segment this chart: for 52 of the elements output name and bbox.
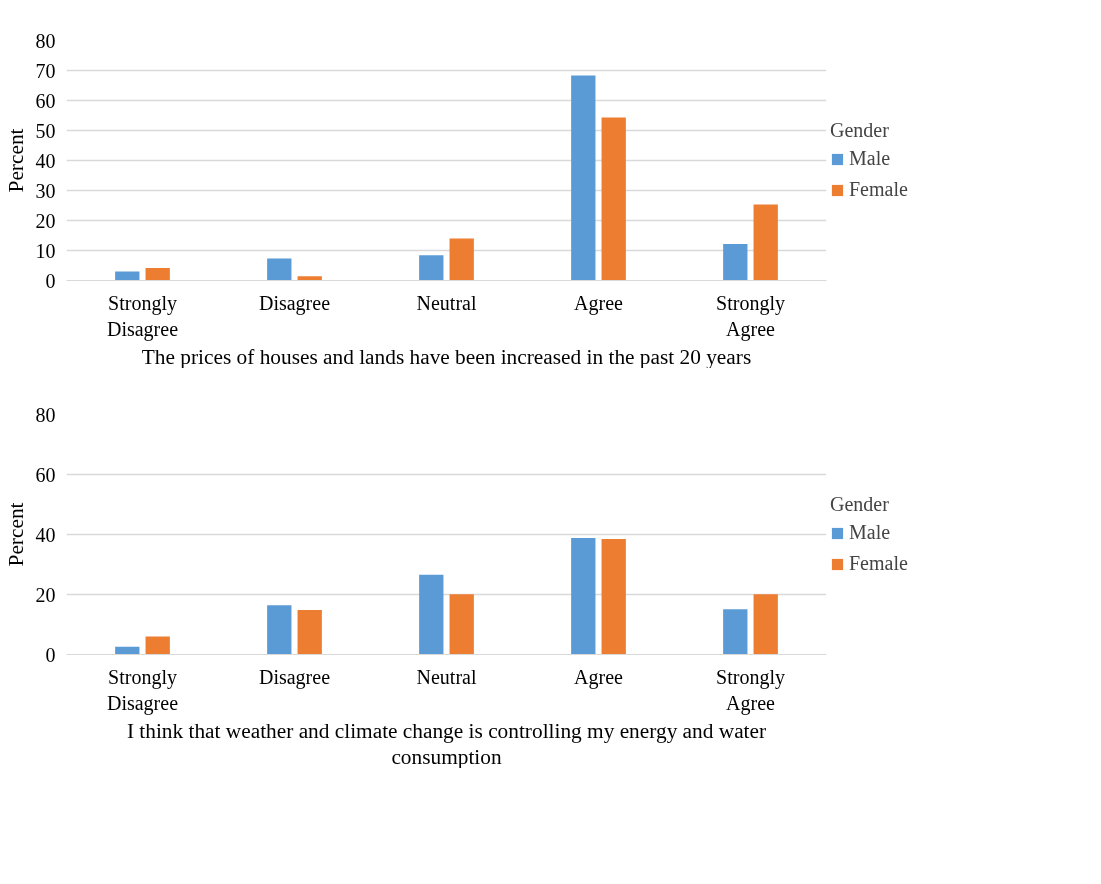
y-tick-label: 20 <box>35 583 56 606</box>
x-tick-label: Agree <box>574 291 624 315</box>
y-tick-label: 0 <box>45 269 56 292</box>
legend-label: Female <box>849 552 908 575</box>
bar <box>419 574 444 655</box>
bar <box>753 594 778 655</box>
y-tick-label: 30 <box>35 179 56 202</box>
bar <box>601 539 626 655</box>
bar <box>723 609 748 655</box>
x-tick-label: Strongly Disagree <box>106 665 179 715</box>
y-tick-label: 60 <box>35 89 56 112</box>
y-tick-label: 60 <box>35 463 56 486</box>
y-axis-title: Percent <box>3 502 28 567</box>
y-tick-label: 50 <box>35 119 56 142</box>
legend-label: Male <box>849 521 891 544</box>
y-tick-label: 70 <box>35 59 56 82</box>
bar <box>297 276 322 281</box>
bar <box>449 594 474 655</box>
legend-label: Female <box>849 178 908 201</box>
bar <box>145 267 170 281</box>
bar <box>753 204 778 281</box>
legend-title: Gender <box>830 119 890 142</box>
x-tick-label: Neutral <box>416 291 477 314</box>
y-axis-title: Percent <box>3 128 28 193</box>
y-tick-label: 0 <box>45 643 56 666</box>
bar <box>571 538 596 655</box>
bar <box>267 258 292 281</box>
x-tick-label: Neutral <box>416 665 477 688</box>
bar <box>145 636 170 655</box>
legend-title: Gender <box>830 493 890 516</box>
y-tick-label: 80 <box>35 29 56 52</box>
y-tick-label: 40 <box>35 149 56 172</box>
x-tick-label: Strongly Agree <box>716 665 785 715</box>
y-tick-label: 80 <box>35 403 56 426</box>
x-tick-label: Strongly Agree <box>716 291 785 341</box>
x-axis-title: I think that weather and climate change is controlling my energy and water consumption <box>126 718 767 769</box>
y-tick-label: 40 <box>35 523 56 546</box>
x-tick-label: Strongly Disagree <box>106 291 179 341</box>
legend-label: Male <box>849 147 891 170</box>
bar <box>449 238 474 281</box>
bar <box>267 605 292 655</box>
x-tick-label: Agree <box>574 665 624 689</box>
bar <box>419 255 444 281</box>
y-tick-label: 10 <box>35 239 56 262</box>
bar <box>297 610 322 655</box>
x-axis-title: The prices of houses and lands have been increased in the past 20 years <box>141 344 752 369</box>
bar <box>571 75 596 281</box>
bar <box>601 117 626 281</box>
x-tick-label: Disagree <box>258 291 331 315</box>
x-tick-label: Disagree <box>258 665 331 689</box>
bar <box>723 243 748 281</box>
y-tick-label: 20 <box>35 209 56 232</box>
